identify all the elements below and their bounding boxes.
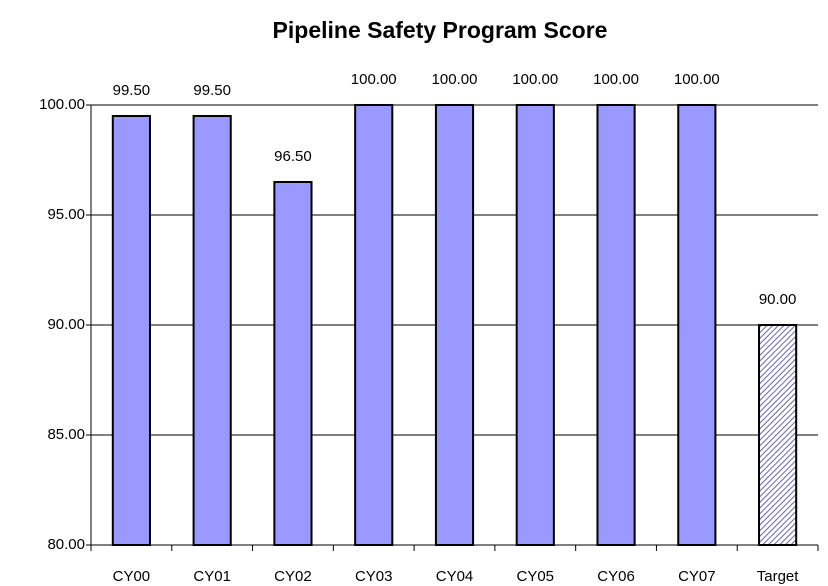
value-label: 100.00	[432, 71, 478, 88]
value-label: 99.50	[113, 82, 151, 99]
value-label: 100.00	[674, 71, 720, 88]
x-tick-label: CY07	[678, 568, 716, 585]
bar	[111, 115, 151, 546]
x-tick-label: CY00	[113, 568, 151, 585]
bar	[596, 104, 636, 546]
x-tick-label: Target	[757, 568, 800, 585]
bar	[273, 181, 313, 546]
bar	[192, 115, 232, 546]
bar	[354, 104, 394, 546]
y-tick-label: 85.00	[47, 426, 85, 443]
x-tick-label: CY02	[274, 568, 312, 585]
value-label: 100.00	[593, 71, 639, 88]
value-label: 100.00	[351, 71, 397, 88]
y-tick-label: 100.00	[39, 96, 85, 113]
chart-title: Pipeline Safety Program Score	[273, 17, 608, 43]
value-label: 90.00	[759, 291, 797, 308]
x-tick-label: CY01	[193, 568, 231, 585]
value-label: 100.00	[512, 71, 558, 88]
bar	[434, 104, 475, 546]
x-tick-label: CY03	[355, 568, 393, 585]
x-tick-label: CY04	[436, 568, 474, 585]
x-tick-label: CY06	[597, 568, 635, 585]
x-tick-label: CY05	[517, 568, 555, 585]
bar	[515, 104, 555, 546]
y-tick-label: 95.00	[47, 206, 85, 223]
bar	[677, 104, 717, 546]
value-label: 96.50	[274, 148, 312, 165]
bar	[758, 324, 798, 546]
y-tick-label: 80.00	[47, 536, 85, 553]
value-label: 99.50	[193, 82, 231, 99]
y-tick-label: 90.00	[47, 316, 85, 333]
